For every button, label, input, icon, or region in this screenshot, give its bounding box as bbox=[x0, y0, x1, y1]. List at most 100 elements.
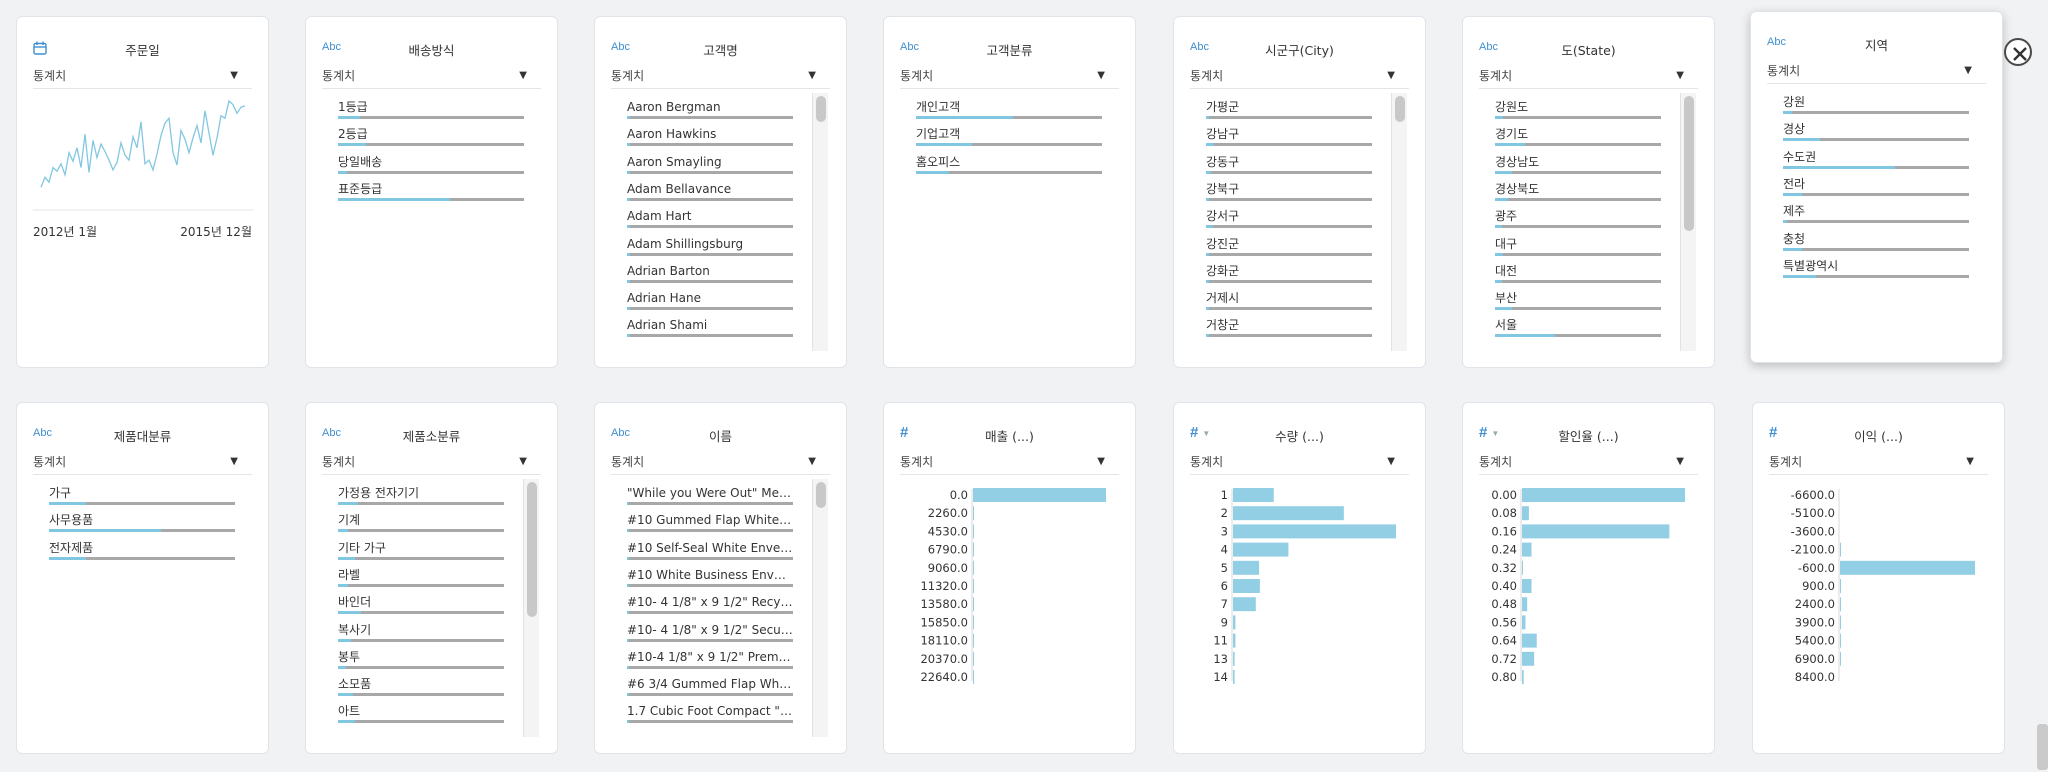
list-item[interactable]: #10-4 1/8" x 9 1/2" Premium Diagonal Sea… bbox=[627, 643, 793, 670]
aggregation-select[interactable]: 통계치 ▼ bbox=[900, 453, 1119, 475]
histogram-bar[interactable] bbox=[1522, 579, 1532, 593]
list-item[interactable]: 거제시 bbox=[1206, 284, 1372, 311]
list-item[interactable]: Adrian Shami bbox=[627, 311, 793, 338]
chevron-down-icon[interactable]: ▼ bbox=[1676, 456, 1684, 467]
list-item[interactable]: 충청 bbox=[1783, 225, 1969, 252]
histogram-bar[interactable] bbox=[1233, 579, 1260, 593]
list-scrollbar[interactable] bbox=[812, 479, 828, 737]
list-item[interactable]: 강원 bbox=[1783, 88, 1969, 115]
aggregation-select[interactable]: 통계치 ▼ bbox=[1190, 67, 1409, 89]
type-dropdown-icon[interactable]: ▼ bbox=[1202, 428, 1211, 438]
filter-card-measure-2[interactable]: # ▼ 할인율 (...) 통계치 ▼ 0.00 0.08 0.16 0.24 0.32 0.40 0… bbox=[1462, 402, 1715, 754]
chevron-down-icon[interactable]: ▼ bbox=[519, 456, 527, 467]
histogram-bar[interactable] bbox=[1233, 670, 1235, 684]
histogram-bar[interactable] bbox=[973, 488, 1106, 502]
list-item[interactable]: 수도권 bbox=[1783, 143, 1969, 170]
list-item[interactable]: Adam Bellavance bbox=[627, 175, 793, 202]
chevron-down-icon[interactable]: ▼ bbox=[808, 456, 816, 467]
aggregation-select[interactable]: 통계치 ▼ bbox=[611, 453, 830, 475]
histogram-bar[interactable] bbox=[1840, 560, 1975, 575]
histogram-bar[interactable] bbox=[1233, 542, 1289, 557]
aggregation-select[interactable]: 통계치 ▼ bbox=[322, 453, 541, 475]
aggregation-select[interactable]: 통계치 ▼ bbox=[1767, 62, 1986, 84]
list-item[interactable]: 기업고객 bbox=[916, 120, 1102, 147]
scrollbar-thumb[interactable] bbox=[816, 96, 826, 122]
list-item[interactable]: 홈오피스 bbox=[916, 148, 1102, 175]
list-item[interactable]: 경상남도 bbox=[1495, 148, 1661, 175]
list-item[interactable]: 개인고객 bbox=[916, 93, 1102, 120]
filter-card-city[interactable]: Abc 시군구(City) 통계치 ▼ 가평군 강남구 강동구 강북구 강서구 강진군 강화군 거제시… bbox=[1173, 16, 1426, 368]
histogram-bar[interactable] bbox=[1522, 633, 1537, 648]
histogram-bar[interactable] bbox=[1233, 615, 1236, 630]
list-item[interactable]: 대구 bbox=[1495, 230, 1661, 257]
histogram-bar[interactable] bbox=[973, 633, 974, 648]
list-item[interactable]: 1등급 bbox=[338, 93, 524, 120]
aggregation-select[interactable]: 통계치 ▼ bbox=[611, 67, 830, 89]
chevron-down-icon[interactable]: ▼ bbox=[1097, 456, 1105, 467]
filter-card-segment[interactable]: Abc 고객분류 통계치 ▼ 개인고객 기업고객 홈오피스 bbox=[883, 16, 1136, 368]
list-item[interactable]: 아트 bbox=[338, 697, 504, 724]
list-item[interactable]: 서울 bbox=[1495, 311, 1661, 338]
histogram-bar[interactable] bbox=[1522, 542, 1532, 557]
filter-card-category[interactable]: Abc 제품대분류 통계치 ▼ 가구 사무용품 전자제품 bbox=[16, 402, 269, 754]
list-item[interactable]: 대전 bbox=[1495, 257, 1661, 284]
histogram-bar[interactable] bbox=[1522, 488, 1685, 502]
list-item[interactable]: #10 White Business Envelopes bbox=[627, 561, 793, 588]
list-item[interactable]: 강서구 bbox=[1206, 202, 1372, 229]
list-item[interactable]: Adrian Hane bbox=[627, 284, 793, 311]
histogram-bar[interactable] bbox=[1840, 615, 1841, 630]
histogram-bar[interactable] bbox=[1840, 579, 1841, 593]
list-item[interactable]: "While you Were Out" Message Book bbox=[627, 479, 793, 506]
histogram-bar[interactable] bbox=[1840, 633, 1841, 648]
filter-card-measure-3[interactable]: # 이익 (...) 통계치 ▼ -6600.0 -5100.0 -3600.0 -2100.… bbox=[1752, 402, 2005, 754]
list-item[interactable]: 거창군 bbox=[1206, 311, 1372, 338]
chevron-down-icon[interactable]: ▼ bbox=[1097, 70, 1105, 81]
close-button[interactable] bbox=[2004, 38, 2032, 66]
histogram-bar[interactable] bbox=[1840, 651, 1841, 666]
histogram-bar[interactable] bbox=[1233, 651, 1235, 666]
histogram-bar[interactable] bbox=[1522, 651, 1535, 666]
aggregation-select[interactable]: 통계치 ▼ bbox=[33, 453, 252, 475]
list-item[interactable]: 부산 bbox=[1495, 284, 1661, 311]
list-item[interactable]: #10 Gummed Flap White Envelopes bbox=[627, 506, 793, 533]
filter-card-order-date[interactable]: 주문일 통계치 ▼ 2012년 1월 2015년 12월 bbox=[16, 16, 269, 368]
list-item[interactable]: 강동구 bbox=[1206, 148, 1372, 175]
histogram-bar[interactable] bbox=[1522, 597, 1528, 612]
list-item[interactable]: 라벨 bbox=[338, 561, 504, 588]
aggregation-select[interactable]: 통계치 ▼ bbox=[1190, 453, 1409, 475]
list-item[interactable]: 가정용 전자기기 bbox=[338, 479, 504, 506]
histogram-bar[interactable] bbox=[973, 560, 974, 575]
aggregation-select[interactable]: 통계치 ▼ bbox=[1479, 67, 1698, 89]
chevron-down-icon[interactable]: ▼ bbox=[808, 70, 816, 81]
list-item[interactable]: Adam Hart bbox=[627, 202, 793, 229]
histogram-bar[interactable] bbox=[1233, 560, 1260, 575]
list-scrollbar[interactable] bbox=[1680, 93, 1696, 351]
list-item[interactable]: 제주 bbox=[1783, 197, 1969, 224]
histogram-bar[interactable] bbox=[973, 506, 974, 521]
list-item[interactable]: Aaron Bergman bbox=[627, 93, 793, 120]
chevron-down-icon[interactable]: ▼ bbox=[519, 70, 527, 81]
list-item[interactable]: #10- 4 1/8" x 9 1/2" Security-Tint Envel… bbox=[627, 616, 793, 643]
list-item[interactable]: 사무용품 bbox=[49, 506, 235, 533]
list-item[interactable]: 강화군 bbox=[1206, 257, 1372, 284]
list-item[interactable]: 전라 bbox=[1783, 170, 1969, 197]
histogram-bar[interactable] bbox=[1522, 615, 1526, 630]
histogram-bar[interactable] bbox=[973, 597, 974, 612]
list-item[interactable]: #6 3/4 Gummed Flap White Envelopes bbox=[627, 670, 793, 697]
histogram-bar[interactable] bbox=[1522, 670, 1524, 684]
histogram-bar[interactable] bbox=[973, 670, 974, 684]
scrollbar-thumb[interactable] bbox=[1684, 96, 1694, 232]
filter-card-subcategory[interactable]: Abc 제품소분류 통계치 ▼ 가정용 전자기기 기계 기타 가구 라벨 바인더 복사기 봉투 소모품… bbox=[305, 402, 558, 754]
list-item[interactable]: Adrian Barton bbox=[627, 257, 793, 284]
list-scrollbar[interactable] bbox=[812, 93, 828, 351]
aggregation-select[interactable]: 통계치 ▼ bbox=[33, 67, 252, 89]
scrollbar-thumb[interactable] bbox=[816, 482, 826, 508]
filter-card-region[interactable]: Abc 지역 통계치 ▼ 강원 경상 수도권 전라 제주 충청 특별광역시 bbox=[1750, 11, 2003, 363]
histogram-bar[interactable] bbox=[973, 524, 974, 539]
list-scrollbar[interactable] bbox=[523, 479, 539, 737]
list-item[interactable]: #10- 4 1/8" x 9 1/2" Recycled Envelopes bbox=[627, 588, 793, 615]
chevron-down-icon[interactable]: ▼ bbox=[230, 70, 238, 81]
list-item[interactable]: 기계 bbox=[338, 506, 504, 533]
list-item[interactable]: 경상 bbox=[1783, 115, 1969, 142]
chevron-down-icon[interactable]: ▼ bbox=[1676, 70, 1684, 81]
